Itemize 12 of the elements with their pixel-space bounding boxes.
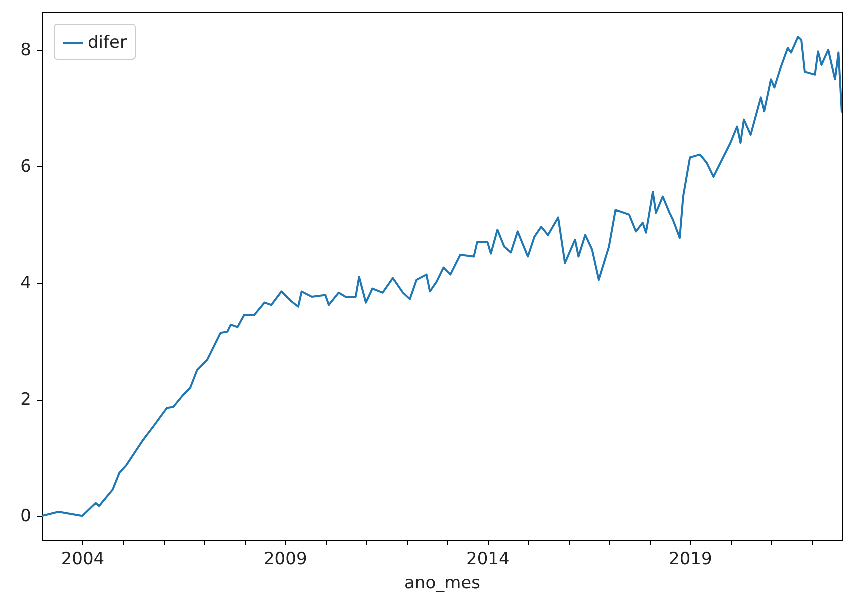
x-tick-label: 2004 <box>61 550 105 570</box>
y-tick-label: 0 <box>20 506 32 527</box>
x-tick-label: 2019 <box>669 550 712 570</box>
y-tick-label: 8 <box>20 40 32 60</box>
y-tick-label: 6 <box>20 156 32 177</box>
legend-label: difer <box>88 33 127 53</box>
y-tick-label: 4 <box>20 273 32 294</box>
line-series <box>42 36 842 518</box>
x-tick-label: 2014 <box>466 550 510 570</box>
x-axis-title: ano_mes <box>404 574 481 594</box>
y-tick-label: 2 <box>20 390 32 410</box>
x-tick-label: 2009 <box>264 550 308 570</box>
